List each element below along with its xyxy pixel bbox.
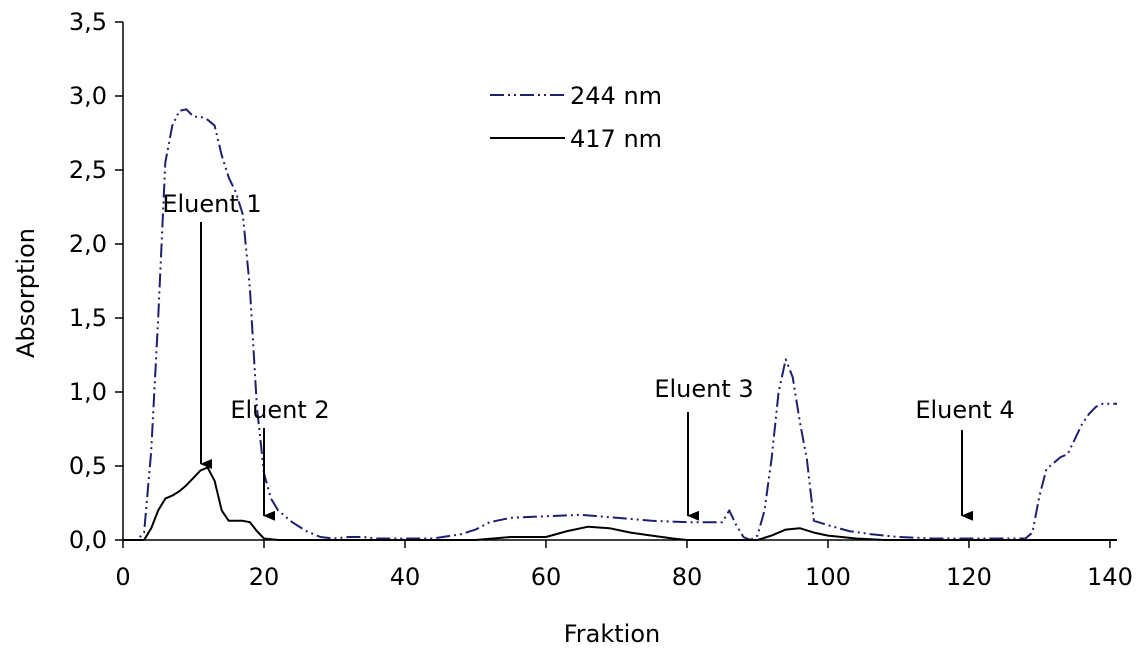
annotation-label: Eluent 4: [915, 396, 1014, 424]
x-tick-label: 80: [672, 563, 703, 591]
x-tick-label: 0: [115, 563, 130, 591]
x-tick-label: 20: [249, 563, 280, 591]
legend: 244 nm 417 nm: [490, 82, 662, 153]
x-tick-label: 60: [531, 563, 562, 591]
y-tick-label: 3,0: [69, 82, 107, 110]
annotation-label: Eluent 1: [162, 190, 261, 218]
series-group: [123, 108, 1117, 541]
series-line-0: [123, 108, 1117, 541]
annotations: Eluent 1 Eluent 2 Eluent 3 Eluent 4: [162, 190, 1015, 521]
y-axis-title: Absorption: [12, 228, 40, 358]
x-tick-label: 120: [946, 563, 992, 591]
y-tick-label: 2,0: [69, 230, 107, 258]
annotation-label: Eluent 3: [654, 375, 753, 403]
y-tick-label: 0,5: [69, 452, 107, 480]
annotation-label: Eluent 2: [230, 396, 329, 424]
x-tick-label: 140: [1087, 563, 1133, 591]
y-tick-label: 0,0: [69, 526, 107, 554]
y-tick-label: 3,5: [69, 8, 107, 36]
x-tick-label: 40: [390, 563, 421, 591]
axes: 0,0 0,5 1,0 1,5 2,0 2,5 3,0 3,5 0 20 40 60 80 100 120 1…: [69, 8, 1133, 591]
series-line-1: [123, 466, 1117, 541]
y-tick-label: 2,5: [69, 156, 107, 184]
legend-label-417nm: 417 nm: [570, 125, 662, 153]
y-tick-label: 1,5: [69, 304, 107, 332]
x-axis-title: Fraktion: [564, 620, 661, 648]
x-tick-label: 100: [805, 563, 851, 591]
legend-label-244nm: 244 nm: [570, 82, 662, 110]
y-tick-label: 1,0: [69, 378, 107, 406]
